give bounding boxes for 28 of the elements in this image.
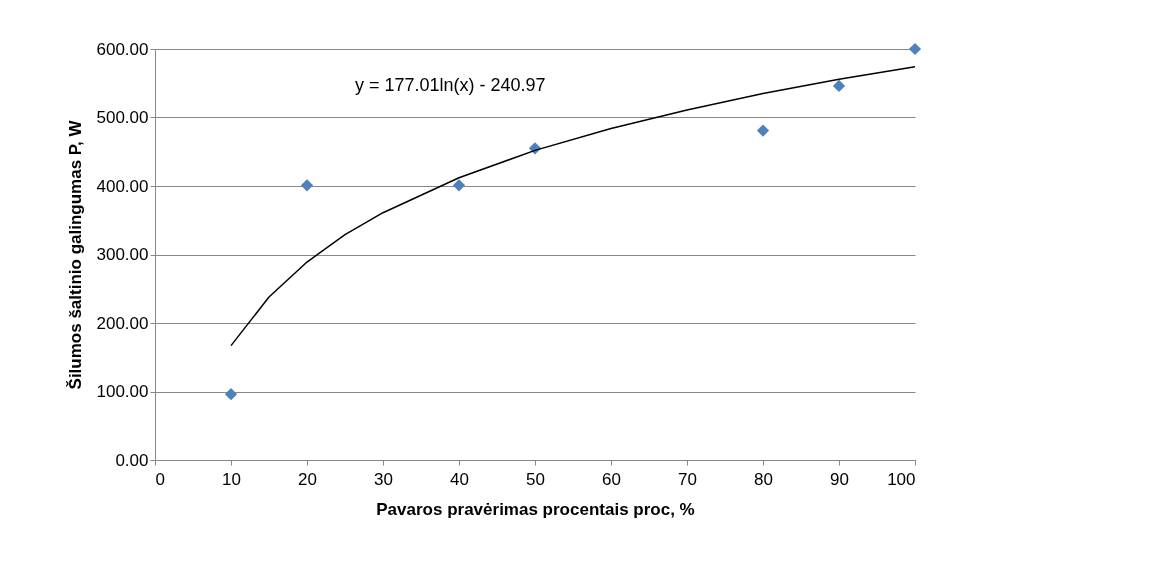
point bbox=[452, 179, 466, 192]
point bbox=[756, 124, 770, 137]
y-tick-label: 0.00 bbox=[115, 450, 149, 470]
y-axis-title: Šilumos šaltinio galingumas P, W bbox=[65, 119, 85, 390]
x-tick-label: 30 bbox=[374, 469, 393, 489]
line-series bbox=[230, 66, 916, 347]
y-tick-label: 100.00 bbox=[96, 382, 149, 401]
x-tick-label: 40 bbox=[450, 469, 469, 489]
point bbox=[300, 179, 314, 192]
annotation: y = 177.01ln(x) - 240.97 bbox=[355, 75, 546, 95]
x-tick-label: 0 bbox=[155, 469, 165, 489]
point bbox=[908, 42, 922, 56]
point bbox=[224, 388, 238, 401]
y-tick-label: 200.00 bbox=[96, 313, 149, 333]
y-tick-label: 400.00 bbox=[96, 176, 149, 196]
x-axis-title: Pavaros pravėrimas procentais proc, % bbox=[376, 499, 695, 519]
x-tick-label: 70 bbox=[678, 469, 697, 489]
x-tick-label: 80 bbox=[754, 469, 773, 489]
x-tick-label: 60 bbox=[602, 469, 621, 489]
x-tick-label: 50 bbox=[526, 469, 545, 489]
x-tick-label: 10 bbox=[222, 469, 241, 489]
x-tick-label: 100 bbox=[887, 469, 916, 489]
x-tick-label: 20 bbox=[298, 469, 317, 489]
y-tick-label: 600.00 bbox=[96, 39, 149, 59]
y-tick-label: 500.00 bbox=[96, 108, 149, 127]
x-tick-label: 90 bbox=[830, 469, 849, 489]
point bbox=[832, 79, 846, 93]
y-tick-label: 300.00 bbox=[96, 245, 149, 264]
